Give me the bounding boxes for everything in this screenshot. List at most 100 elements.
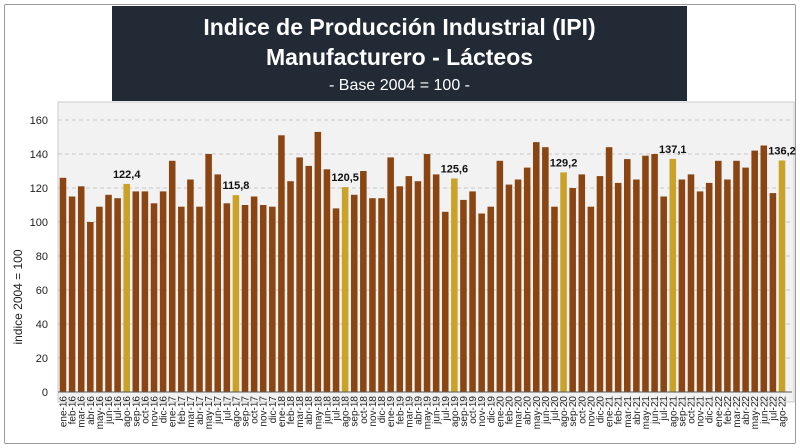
x-tick-label: mar-16 (77, 396, 88, 428)
bar (287, 181, 294, 392)
data-label: 137,1 (659, 144, 687, 156)
x-tick-label: may-22 (750, 396, 761, 430)
bar (278, 135, 285, 393)
x-tick-label: ene-21 (605, 396, 616, 428)
x-tick-label: sep-21 (677, 396, 688, 427)
bar (68, 196, 76, 392)
bar (178, 206, 185, 392)
bar (332, 208, 340, 392)
bar (487, 206, 495, 392)
y-tick-label: 100 (30, 217, 48, 229)
bar (460, 199, 467, 392)
bar (269, 206, 276, 392)
bars (59, 131, 786, 393)
x-tick-label: abr-17 (195, 396, 206, 425)
x-tick-label: mar-20 (514, 396, 525, 428)
bar (432, 174, 440, 392)
x-tick-label: oct-21 (686, 396, 697, 424)
bar (605, 147, 613, 392)
x-tick-label: abr-21 (632, 396, 643, 425)
bar (232, 195, 240, 392)
x-tick-label: nov-19 (477, 396, 488, 427)
x-tick-label: may-21 (641, 396, 652, 430)
x-tick-label: sep-20 (568, 396, 579, 427)
x-tick-label: abr-19 (413, 396, 424, 425)
bar (642, 155, 649, 392)
bar (733, 160, 740, 392)
bar (651, 154, 658, 392)
y-tick-label: 140 (30, 149, 48, 161)
x-tick-label: jun-20 (541, 396, 552, 425)
x-tick-label: ago-20 (559, 396, 570, 428)
bar (551, 206, 558, 392)
y-tick-label: 20 (36, 353, 48, 365)
x-tick-label: jun-18 (322, 396, 333, 425)
x-tick-label: oct-18 (359, 396, 370, 424)
bar (423, 154, 431, 392)
x-tick-label: mar-19 (404, 396, 415, 428)
x-tick-label: sep-18 (350, 396, 361, 427)
x-tick-label: oct-16 (140, 396, 151, 424)
x-tick-label: feb-19 (395, 396, 406, 425)
x-tick-label: oct-19 (468, 396, 479, 424)
x-tick-label: dic-16 (159, 396, 170, 424)
x-tick-label: jul-20 (550, 396, 561, 422)
x-tick-label: abr-16 (86, 396, 97, 425)
x-axis: ene-16feb-16mar-16abr-16may-16jun-16jul-… (59, 396, 789, 430)
bar (523, 167, 531, 392)
bar (296, 157, 303, 392)
x-tick-label: ene-22 (714, 396, 725, 428)
bar (105, 194, 112, 392)
x-tick-label: ago-17 (231, 396, 242, 428)
y-tick-label: 40 (36, 319, 48, 331)
x-tick-label: dic-18 (377, 396, 388, 424)
x-tick-label: sep-19 (459, 396, 470, 427)
bar (214, 174, 221, 392)
x-tick-label: oct-20 (577, 396, 588, 424)
bar (341, 187, 349, 392)
x-tick-label: jun-16 (104, 396, 115, 425)
x-tick-label: jun-19 (432, 396, 443, 425)
bar (715, 160, 722, 392)
bar (159, 191, 167, 392)
y-tick-label: 160 (30, 115, 48, 127)
bar (123, 183, 130, 392)
x-tick-label: ago-19 (450, 396, 461, 428)
x-tick-label: feb-17 (177, 396, 188, 425)
bar (760, 145, 768, 392)
bar (678, 179, 686, 392)
bar (350, 194, 358, 392)
x-tick-label: ago-18 (341, 396, 352, 428)
y-tick-label: 120 (30, 183, 48, 195)
x-tick-label: feb-18 (286, 396, 297, 425)
bar (569, 188, 576, 392)
x-tick-label: ene-19 (386, 396, 397, 428)
x-tick-label: abr-18 (304, 396, 315, 425)
bar (77, 186, 85, 392)
x-tick-label: sep-17 (241, 396, 252, 427)
bar (360, 171, 367, 392)
x-tick-label: ene-20 (495, 396, 506, 428)
bar (96, 206, 103, 392)
y-axis: 0 20 40 60 80 100 120 140 160 (30, 115, 792, 399)
bar (705, 182, 713, 392)
x-tick-label: ene-17 (168, 396, 179, 428)
bar (378, 198, 385, 392)
bar (542, 147, 549, 392)
bar (769, 193, 777, 392)
bar (241, 205, 249, 392)
y-tick-label: 80 (36, 251, 48, 263)
bar (59, 177, 67, 392)
bar (405, 176, 413, 392)
x-tick-label: may-16 (95, 396, 106, 430)
data-label: 136,2 (768, 145, 796, 157)
x-tick-label: dic-19 (486, 396, 497, 424)
y-tick-label: 0 (42, 387, 48, 399)
bar (587, 206, 595, 392)
x-tick-label: jul-16 (113, 396, 124, 422)
data-label: 115,8 (222, 180, 249, 192)
x-tick-label: mar-22 (732, 396, 743, 428)
bar (514, 179, 522, 392)
x-tick-label: jun-21 (650, 396, 661, 425)
data-label: 125,6 (441, 163, 469, 175)
